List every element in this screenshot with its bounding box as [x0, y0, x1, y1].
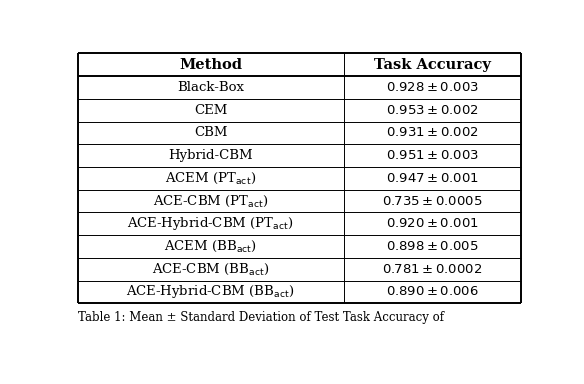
- Text: $0.928 \pm 0.003$: $0.928 \pm 0.003$: [386, 81, 479, 94]
- Text: CBM: CBM: [194, 126, 227, 139]
- Text: Hybrid-CBM: Hybrid-CBM: [168, 149, 253, 162]
- Text: $0.931 \pm 0.002$: $0.931 \pm 0.002$: [386, 126, 479, 139]
- Text: ACEM (BB$_{\mathrm{act}}$): ACEM (BB$_{\mathrm{act}}$): [164, 239, 257, 254]
- Text: ACE-CBM (BB$_{\mathrm{act}}$): ACE-CBM (BB$_{\mathrm{act}}$): [152, 262, 269, 277]
- Text: CEM: CEM: [194, 104, 227, 117]
- Text: Task Accuracy: Task Accuracy: [374, 58, 491, 72]
- Text: $0.953 \pm 0.002$: $0.953 \pm 0.002$: [386, 104, 479, 117]
- Text: $0.781 \pm 0.0002$: $0.781 \pm 0.0002$: [383, 263, 482, 276]
- Text: Table 1: Mean ± Standard Deviation of Test Task Accuracy of: Table 1: Mean ± Standard Deviation of Te…: [78, 311, 443, 324]
- Text: Black-Box: Black-Box: [177, 81, 244, 94]
- Text: ACE-Hybrid-CBM (BB$_{\mathrm{act}}$): ACE-Hybrid-CBM (BB$_{\mathrm{act}}$): [127, 283, 295, 300]
- Text: $0.947 \pm 0.001$: $0.947 \pm 0.001$: [386, 172, 479, 185]
- Text: ACEM (PT$_{\mathrm{act}}$): ACEM (PT$_{\mathrm{act}}$): [165, 171, 256, 186]
- Text: Method: Method: [179, 58, 242, 72]
- Text: ACE-CBM (PT$_{\mathrm{act}}$): ACE-CBM (PT$_{\mathrm{act}}$): [153, 194, 269, 209]
- Text: $0.890 \pm 0.006$: $0.890 \pm 0.006$: [386, 285, 479, 298]
- Text: $0.898 \pm 0.005$: $0.898 \pm 0.005$: [386, 240, 479, 253]
- Text: $0.920 \pm 0.001$: $0.920 \pm 0.001$: [386, 217, 479, 230]
- Text: ACE-Hybrid-CBM (PT$_{\mathrm{act}}$): ACE-Hybrid-CBM (PT$_{\mathrm{act}}$): [127, 215, 294, 232]
- Text: $0.735 \pm 0.0005$: $0.735 \pm 0.0005$: [382, 195, 482, 208]
- Text: $0.951 \pm 0.003$: $0.951 \pm 0.003$: [386, 149, 479, 162]
